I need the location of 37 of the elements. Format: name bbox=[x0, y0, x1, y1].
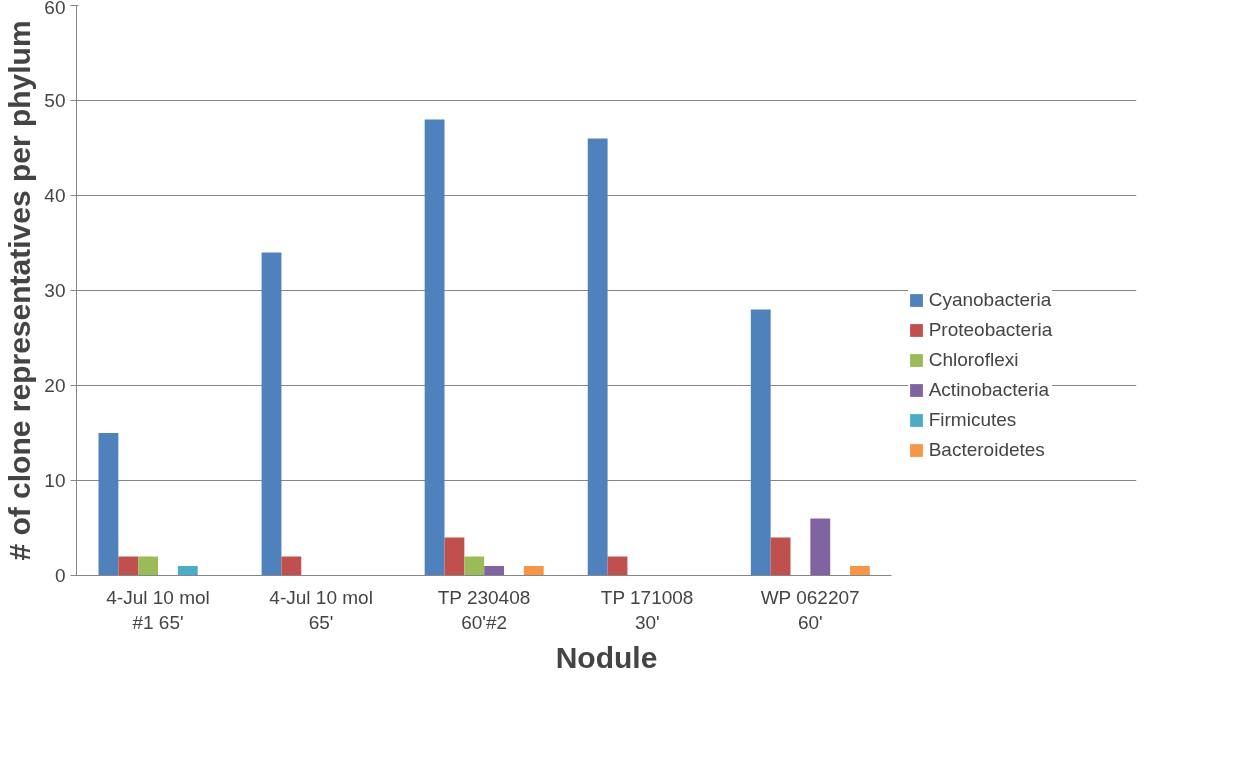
x-tick-label: WP 062207 60' bbox=[760, 586, 860, 633]
bar bbox=[177, 566, 198, 576]
legend-label: Chloroflexi bbox=[928, 349, 1019, 371]
bar bbox=[118, 556, 139, 576]
x-tick-label: TP 171008 30' bbox=[600, 586, 694, 633]
bar bbox=[770, 537, 791, 576]
bar bbox=[750, 309, 771, 576]
x-tick-label: TP 230408 60'#2 bbox=[437, 586, 531, 633]
bar bbox=[138, 556, 159, 576]
bar bbox=[810, 518, 831, 576]
legend-label: Actinobacteria bbox=[928, 379, 1050, 401]
y-tick-label: 50 bbox=[44, 90, 66, 111]
y-tick-label: 20 bbox=[44, 375, 66, 396]
bar bbox=[607, 556, 628, 576]
y-tick-label: 10 bbox=[44, 470, 66, 491]
bar bbox=[281, 556, 302, 576]
bar bbox=[261, 252, 282, 576]
y-tick-label: 60 bbox=[44, 0, 66, 18]
bar bbox=[444, 537, 465, 576]
legend-label: Cyanobacteria bbox=[928, 289, 1052, 311]
y-axis-title: # of clone representatives per phylum bbox=[3, 20, 37, 561]
legend-label: Firmicutes bbox=[928, 409, 1017, 431]
legend-label: Bacteroidetes bbox=[928, 439, 1045, 461]
y-tick-label: 40 bbox=[44, 185, 66, 206]
x-tick-label: 4-Jul 10 mol 65' bbox=[269, 586, 373, 633]
bar bbox=[484, 566, 505, 576]
bar bbox=[98, 433, 119, 576]
bar bbox=[464, 556, 485, 576]
x-axis-title: Nodule bbox=[555, 640, 658, 674]
bar bbox=[850, 566, 870, 576]
y-tick-label: 0 bbox=[54, 565, 66, 586]
bar bbox=[523, 566, 544, 576]
y-tick-label: 30 bbox=[44, 280, 66, 301]
bar bbox=[424, 119, 445, 576]
x-tick-label: 4-Jul 10 mol #1 65' bbox=[106, 586, 210, 633]
bar bbox=[587, 138, 608, 576]
legend-label: Proteobacteria bbox=[928, 319, 1053, 341]
